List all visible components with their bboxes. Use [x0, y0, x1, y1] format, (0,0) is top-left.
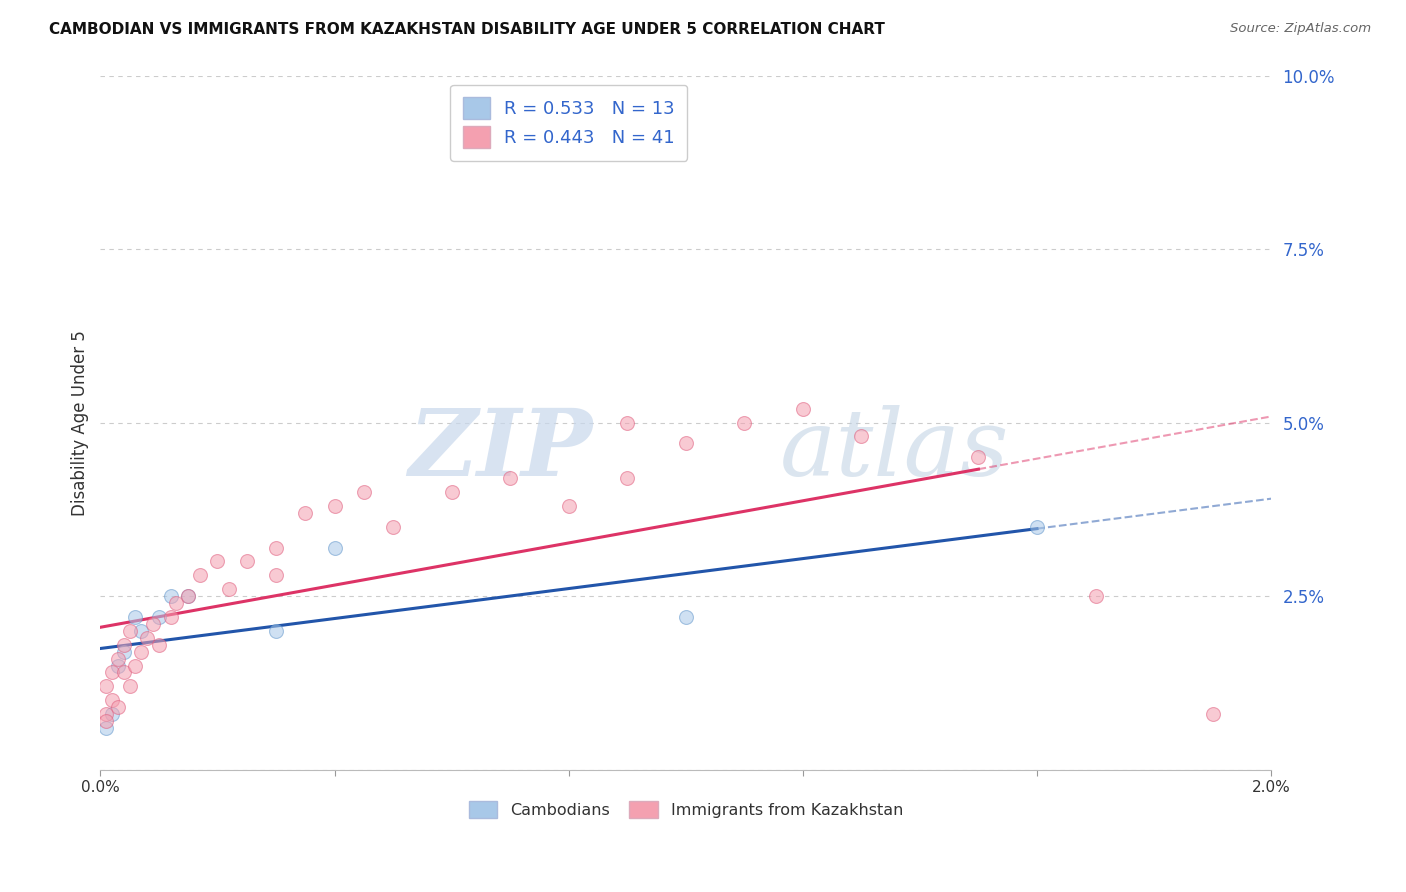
Point [382, 519, 405, 533]
Point [101, 707, 124, 722]
Point [675, 610, 697, 624]
Point [616, 471, 638, 485]
Point [235, 554, 257, 568]
Point [1201, 707, 1223, 722]
Point [218, 582, 240, 597]
Point [499, 471, 522, 485]
Legend: Cambodians, Immigrants from Kazakhstan: Cambodians, Immigrants from Kazakhstan [463, 795, 910, 824]
Point [124, 658, 146, 673]
Point [107, 700, 129, 714]
Point [165, 596, 187, 610]
Point [557, 499, 579, 513]
Point [148, 610, 170, 624]
Point [323, 499, 346, 513]
Point [616, 416, 638, 430]
Text: Source: ZipAtlas.com: Source: ZipAtlas.com [1230, 22, 1371, 36]
Point [118, 679, 141, 693]
Point [1026, 519, 1049, 533]
Point [131, 645, 153, 659]
Point [124, 610, 146, 624]
Point [177, 589, 200, 603]
Point [675, 436, 697, 450]
Point [188, 568, 211, 582]
Point [733, 416, 755, 430]
Point [207, 554, 229, 568]
Point [440, 485, 463, 500]
Point [264, 624, 287, 638]
Point [96, 679, 118, 693]
Point [159, 589, 181, 603]
Point [112, 645, 135, 659]
Point [118, 624, 141, 638]
Text: atlas: atlas [779, 405, 1010, 495]
Point [107, 658, 129, 673]
Text: ZIP: ZIP [408, 405, 592, 495]
Point [294, 506, 316, 520]
Text: CAMBODIAN VS IMMIGRANTS FROM KAZAKHSTAN DISABILITY AGE UNDER 5 CORRELATION CHART: CAMBODIAN VS IMMIGRANTS FROM KAZAKHSTAN … [49, 22, 886, 37]
Y-axis label: Disability Age Under 5: Disability Age Under 5 [72, 330, 89, 516]
Point [353, 485, 375, 500]
Point [792, 401, 814, 416]
Point [323, 541, 346, 555]
Point [96, 714, 118, 728]
Point [101, 665, 124, 680]
Point [851, 429, 873, 443]
Point [264, 541, 287, 555]
Point [112, 665, 135, 680]
Point [101, 693, 124, 707]
Point [96, 721, 118, 735]
Point [177, 589, 200, 603]
Point [1084, 589, 1107, 603]
Point [136, 631, 159, 645]
Point [159, 610, 181, 624]
Point [96, 707, 118, 722]
Point [967, 450, 990, 465]
Point [264, 568, 287, 582]
Point [131, 624, 153, 638]
Point [112, 638, 135, 652]
Point [142, 616, 165, 631]
Point [148, 638, 170, 652]
Point [107, 651, 129, 665]
